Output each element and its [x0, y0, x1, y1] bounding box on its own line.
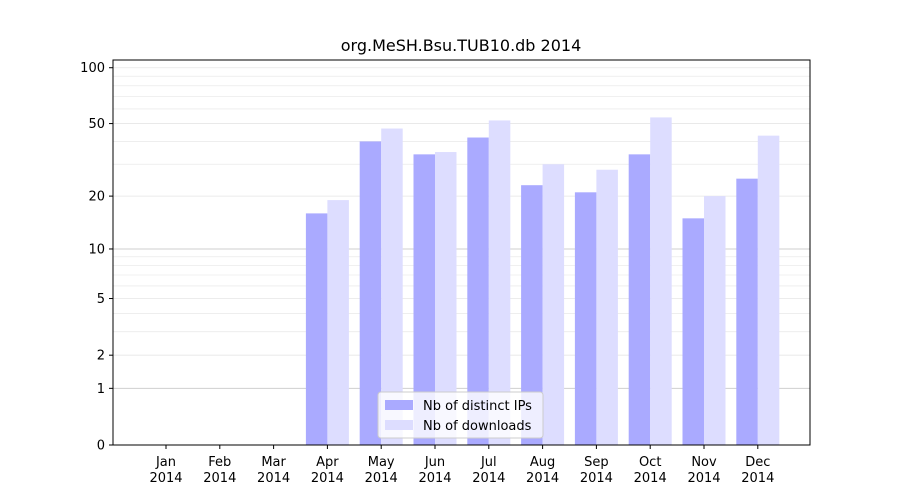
bar-distinct-ips: [682, 218, 704, 445]
x-tick-label-month: Aug: [530, 455, 555, 470]
bar-downloads: [488, 120, 511, 445]
x-tick-label-month: Mar: [261, 455, 286, 470]
x-tick-label-month: Oct: [639, 455, 661, 470]
bar-downloads: [704, 196, 726, 445]
y-tick-label: 10: [88, 242, 105, 257]
x-tick-label-year: 2014: [418, 471, 451, 486]
bar-distinct-ips: [628, 154, 651, 445]
legend-box: [377, 391, 544, 439]
legend-swatch: [385, 420, 413, 430]
bar-downloads: [381, 128, 403, 445]
y-tick-label: 100: [80, 61, 105, 76]
bar-distinct-ips: [467, 137, 489, 446]
x-tick-label-month: Jun: [424, 455, 445, 470]
x-tick-label-month: Nov: [691, 455, 717, 470]
y-tick-label: 0: [97, 439, 105, 454]
chart-title: org.MeSH.Bsu.TUB10.db 2014: [341, 36, 582, 55]
x-tick-label-year: 2014: [634, 471, 667, 486]
axes: 0125102050100Jan2014Feb2014Mar2014Apr201…: [80, 59, 811, 486]
x-tick-label-month: Dec: [745, 455, 770, 470]
x-tick-label-month: Sep: [584, 455, 609, 470]
bars: [305, 117, 780, 446]
bar-downloads: [596, 169, 618, 445]
legend-swatch: [385, 400, 413, 410]
x-tick-label-year: 2014: [526, 471, 559, 486]
plot-frame: [112, 59, 811, 446]
bar-distinct-ips: [521, 185, 543, 445]
x-tick-label-year: 2014: [472, 471, 505, 486]
y-tick-label: 20: [88, 190, 105, 205]
bar-downloads: [327, 200, 349, 445]
x-tick-label-month: Jul: [480, 455, 497, 470]
y-tick-label: 50: [88, 117, 105, 132]
x-tick-label-year: 2014: [365, 471, 398, 486]
bar-downloads: [435, 152, 457, 445]
legend: Nb of distinct IPs Nb of downloads: [377, 391, 544, 439]
bar-downloads: [757, 135, 780, 445]
x-tick-label-month: May: [368, 455, 395, 470]
x-tick-label-year: 2014: [257, 471, 290, 486]
x-tick-label-year: 2014: [149, 471, 182, 486]
x-tick-label-month: Jan: [155, 455, 176, 470]
bar-distinct-ips: [359, 141, 382, 446]
bar-distinct-ips: [736, 178, 758, 445]
y-tick-label: 2: [97, 349, 105, 364]
x-tick-label-year: 2014: [687, 471, 720, 486]
y-tick-label: 1: [97, 382, 105, 397]
y-tick-label: 5: [97, 292, 105, 307]
x-tick-label-month: Apr: [316, 455, 339, 470]
x-tick-label-month: Feb: [208, 455, 231, 470]
x-tick-label-year: 2014: [741, 471, 774, 486]
legend-label: Nb of distinct IPs: [423, 399, 532, 414]
x-tick-label-year: 2014: [311, 471, 344, 486]
bar-downloads: [650, 117, 672, 446]
bar-distinct-ips: [413, 154, 435, 445]
bar-distinct-ips: [574, 192, 597, 445]
x-tick-label-year: 2014: [203, 471, 236, 486]
x-tick-label-year: 2014: [580, 471, 613, 486]
legend-label: Nb of downloads: [423, 419, 532, 434]
bar-downloads: [542, 164, 565, 445]
bar-distinct-ips: [305, 213, 328, 445]
